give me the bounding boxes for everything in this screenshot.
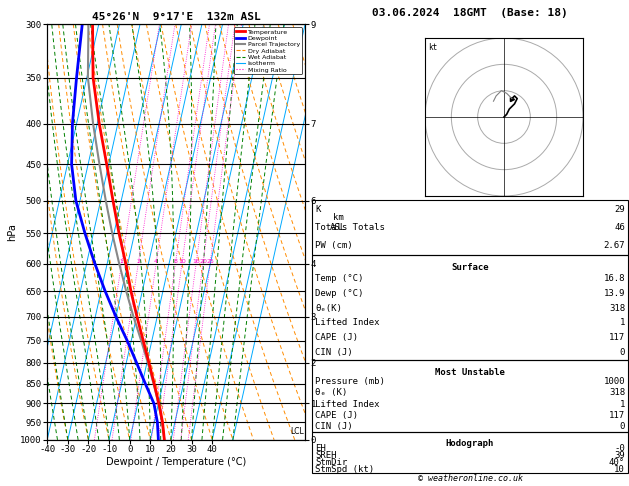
Text: Hodograph: Hodograph	[446, 439, 494, 448]
Text: 117: 117	[609, 333, 625, 342]
Text: 2.67: 2.67	[603, 242, 625, 250]
Text: Pressure (mb): Pressure (mb)	[315, 377, 385, 386]
Text: 29: 29	[615, 205, 625, 214]
Text: Lifted Index: Lifted Index	[315, 318, 379, 328]
Text: CIN (J): CIN (J)	[315, 348, 353, 357]
Text: 13.9: 13.9	[603, 289, 625, 298]
Text: 25: 25	[206, 259, 214, 263]
Text: K: K	[315, 205, 320, 214]
Text: 318: 318	[609, 304, 625, 312]
Text: θₑ (K): θₑ (K)	[315, 388, 347, 397]
Text: 8: 8	[174, 259, 177, 263]
Text: 4: 4	[154, 259, 158, 263]
Text: 39: 39	[615, 451, 625, 460]
Text: Lifted Index: Lifted Index	[315, 399, 379, 409]
Text: -0: -0	[615, 444, 625, 453]
Text: 0: 0	[620, 422, 625, 431]
Text: PW (cm): PW (cm)	[315, 242, 353, 250]
Text: StmDir: StmDir	[315, 458, 347, 467]
Legend: Temperature, Dewpoint, Parcel Trajectory, Dry Adiabat, Wet Adiabat, Isotherm, Mi: Temperature, Dewpoint, Parcel Trajectory…	[234, 27, 302, 74]
Text: SREH: SREH	[315, 451, 337, 460]
Title: 45°26'N  9°17'E  132m ASL: 45°26'N 9°17'E 132m ASL	[92, 12, 260, 22]
X-axis label: Dewpoint / Temperature (°C): Dewpoint / Temperature (°C)	[106, 457, 246, 467]
Text: Temp (°C): Temp (°C)	[315, 274, 364, 283]
Text: 0: 0	[620, 348, 625, 357]
Text: 10: 10	[615, 465, 625, 474]
Text: Surface: Surface	[451, 263, 489, 272]
Text: StmSpd (kt): StmSpd (kt)	[315, 465, 374, 474]
Text: 1: 1	[620, 318, 625, 328]
Text: Most Unstable: Most Unstable	[435, 368, 505, 377]
Text: LCL: LCL	[290, 427, 304, 435]
Text: 117: 117	[609, 411, 625, 420]
Text: 46: 46	[615, 223, 625, 232]
Text: 2: 2	[136, 259, 140, 263]
Text: CAPE (J): CAPE (J)	[315, 333, 358, 342]
Text: 16.8: 16.8	[603, 274, 625, 283]
Text: 10: 10	[178, 259, 186, 263]
Text: θₑ(K): θₑ(K)	[315, 304, 342, 312]
Text: 40°: 40°	[609, 458, 625, 467]
Text: 318: 318	[609, 388, 625, 397]
Text: CIN (J): CIN (J)	[315, 422, 353, 431]
Text: EH: EH	[315, 444, 326, 453]
Text: CAPE (J): CAPE (J)	[315, 411, 358, 420]
Text: Dewp (°C): Dewp (°C)	[315, 289, 364, 298]
Text: 03.06.2024  18GMT  (Base: 18): 03.06.2024 18GMT (Base: 18)	[372, 8, 568, 18]
Text: 1: 1	[620, 399, 625, 409]
Text: Totals Totals: Totals Totals	[315, 223, 385, 232]
Text: 1: 1	[120, 259, 123, 263]
Y-axis label: km
ASL: km ASL	[330, 213, 347, 232]
Text: kt: kt	[428, 43, 437, 52]
Text: 20: 20	[199, 259, 207, 263]
Text: 16: 16	[192, 259, 200, 263]
Y-axis label: hPa: hPa	[8, 223, 18, 241]
Text: © weatheronline.co.uk: © weatheronline.co.uk	[418, 474, 523, 483]
Text: 1000: 1000	[603, 377, 625, 386]
